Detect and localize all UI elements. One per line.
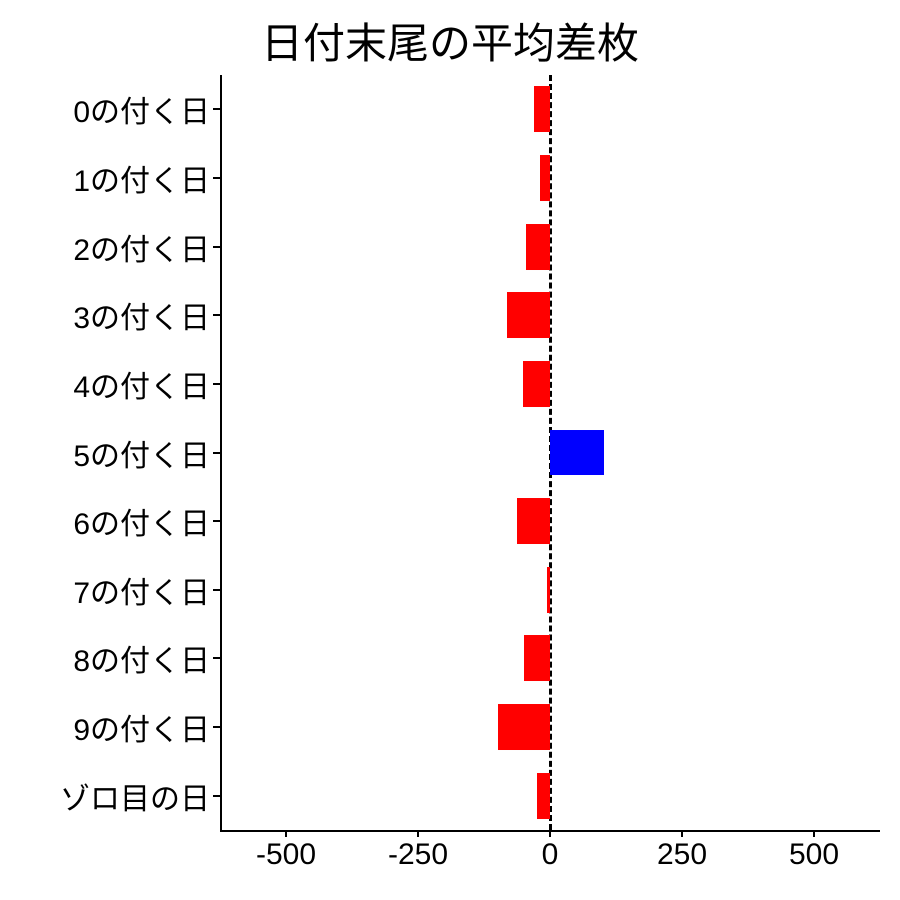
bar [534,86,550,132]
x-tick-mark [417,830,419,837]
chart-title: 日付末尾の平均差枚 [0,10,900,71]
bar [526,224,550,270]
bar [537,773,550,819]
x-tick-label: 500 [789,838,839,872]
x-tick-label: 0 [542,838,559,872]
x-tick-mark [285,830,287,837]
y-tick-mark [213,314,220,316]
y-tick-mark [213,795,220,797]
y-tick-mark [213,589,220,591]
y-category-label: 1の付く日 [73,156,210,200]
bar [547,567,550,613]
bar [498,704,550,750]
y-category-label: 3の付く日 [73,293,210,337]
y-category-label: 4の付く日 [73,362,210,406]
bar [523,361,550,407]
y-tick-mark [213,452,220,454]
bar [550,430,604,476]
bar [517,498,550,544]
y-axis-line [220,75,222,830]
x-tick-label: -500 [256,838,316,872]
y-tick-mark [213,108,220,110]
y-tick-mark [213,177,220,179]
y-category-label: 0の付く日 [73,87,210,131]
bar [540,155,550,201]
x-tick-mark [681,830,683,837]
y-category-label: ゾロ目の日 [60,774,210,818]
y-category-label: 2の付く日 [73,225,210,269]
y-category-label: 6の付く日 [73,499,210,543]
x-tick-label: -250 [388,838,448,872]
y-category-label: 9の付く日 [73,705,210,749]
bar [507,292,550,338]
y-tick-mark [213,726,220,728]
y-category-label: 5の付く日 [73,431,210,475]
y-tick-mark [213,383,220,385]
chart-container: 日付末尾の平均差枚 0の付く日 1の付く日 2の付く日 3の付く日 4の付く日 5の付く日… [0,0,900,900]
x-tick-label: 250 [657,838,707,872]
y-category-label: 8の付く日 [73,636,210,680]
y-tick-mark [213,657,220,659]
bar [524,635,550,681]
x-tick-mark [813,830,815,837]
y-tick-mark [213,246,220,248]
y-category-label: 7の付く日 [73,568,210,612]
x-tick-mark [549,830,551,837]
y-tick-mark [213,520,220,522]
